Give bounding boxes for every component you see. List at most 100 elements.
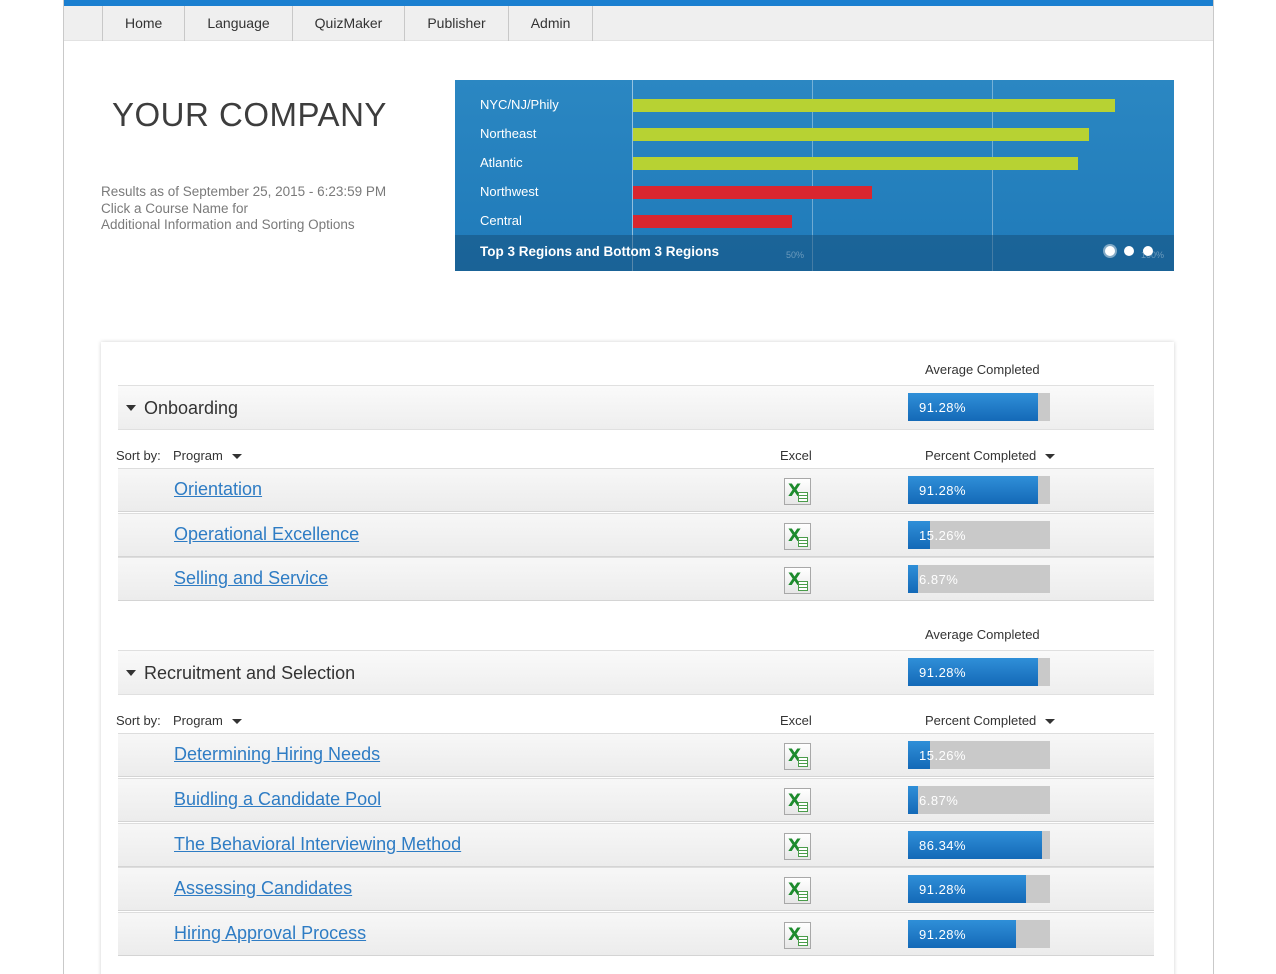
chart-gridline <box>812 80 813 271</box>
chart-tick-label: 100% <box>1141 250 1165 260</box>
region-bar <box>633 157 1078 170</box>
excel-x-glyph: X <box>788 481 802 501</box>
progress-percent: 91.28% <box>919 400 967 415</box>
sort-row: Sort by: Program Excel Percent Completed <box>116 713 1156 733</box>
course-link[interactable]: Assessing Candidates <box>174 878 353 899</box>
spreadsheet-grid-glyph <box>798 581 808 592</box>
results-hint-line1: Click a Course Name for <box>101 200 249 216</box>
course-link[interactable]: Orientation <box>174 479 263 499</box>
top-accent-bar <box>64 0 1213 6</box>
sort-by-label: Sort by: <box>116 448 161 463</box>
region-label: Northeast <box>480 126 537 141</box>
course-link[interactable]: Operational Excellence <box>174 523 360 544</box>
nav-language[interactable]: Language <box>185 6 293 41</box>
sort-program-dropdown[interactable]: Program <box>173 713 242 728</box>
course-link[interactable]: Selling and Service <box>174 568 329 589</box>
section-average-bar: 91.28% <box>908 658 1050 687</box>
course-progress-bar: 15.26% <box>908 520 1050 549</box>
chart-tick-label: 50% <box>786 250 805 260</box>
sort-by-label: Sort by: <box>116 713 161 729</box>
progress-fill <box>908 875 1026 904</box>
chart-footer-title: Top 3 Regions and Bottom 3 Regions <box>480 244 720 259</box>
progress-fill <box>908 658 1038 687</box>
nav-publisher[interactable]: Publisher <box>405 6 509 41</box>
excel-x-glyph: X <box>788 525 802 546</box>
percent-completed-sort[interactable]: Percent Completed <box>925 448 1056 463</box>
nav-quizmaker[interactable]: QuizMaker <box>293 6 406 41</box>
average-completed-label: Average Completed <box>925 362 1040 377</box>
chart-gridline <box>992 80 993 271</box>
collapse-caret-icon[interactable] <box>126 670 136 677</box>
progress-fill <box>908 393 1038 421</box>
region-label: NYC/NJ/Phily <box>480 97 559 112</box>
progress-fill <box>908 741 930 770</box>
spreadsheet-grid-glyph <box>798 492 808 502</box>
course-link[interactable]: Determining Hiring Needs <box>174 744 381 765</box>
percent-completed-label: Percent Completed <box>925 713 1037 729</box>
carousel-dot-1[interactable] <box>1105 246 1115 256</box>
chevron-down-icon <box>1045 719 1056 725</box>
carousel-dot-3[interactable] <box>1143 246 1153 256</box>
course-progress-bar: 91.28% <box>908 476 1050 504</box>
excel-x-glyph: X <box>788 790 802 811</box>
chart-footer: Top 3 Regions and Bottom 3 Regions <box>455 235 1174 271</box>
nav-admin[interactable]: Admin <box>509 6 594 41</box>
progress-percent: 6.87% <box>919 792 959 808</box>
section-average-bar: 91.28% <box>908 393 1050 421</box>
region-chart-panel: Top 3 Regions and Bottom 3 Regions 50% 1… <box>455 80 1174 271</box>
percent-completed-label: Percent Completed <box>925 448 1037 463</box>
results-hint-line2: Additional Information and Sorting Optio… <box>101 217 355 232</box>
nav-items: Home Language QuizMaker Publisher Admin <box>102 6 594 41</box>
course-link[interactable]: Buidling a Candidate Pool <box>174 788 382 809</box>
progress-fill <box>908 565 918 594</box>
chevron-down-icon <box>231 454 242 460</box>
course-progress-bar: 91.28% <box>908 875 1050 904</box>
excel-export-icon[interactable]: X <box>784 787 811 815</box>
region-label: Northwest <box>480 184 539 199</box>
course-progress-bar: 6.87% <box>908 785 1050 814</box>
results-timestamp: Results as of September 25, 2015 - 6:23:… <box>101 184 387 199</box>
progress-fill <box>908 520 930 549</box>
progress-percent: 15.26% <box>919 748 967 764</box>
excel-export-icon[interactable]: X <box>784 921 811 949</box>
spreadsheet-grid-glyph <box>798 891 808 902</box>
excel-x-glyph: X <box>788 835 802 856</box>
excel-column-header: Excel <box>780 713 812 729</box>
course-link[interactable]: Hiring Approval Process <box>174 922 367 943</box>
section-title: Recruitment and Selection <box>144 663 356 684</box>
progress-percent: 6.87% <box>919 572 959 588</box>
course-progress-bar: 91.28% <box>908 919 1050 948</box>
percent-completed-sort[interactable]: Percent Completed <box>925 713 1056 729</box>
sort-program-dropdown[interactable]: Program <box>173 448 242 463</box>
excel-export-icon[interactable]: X <box>784 567 811 595</box>
progress-percent: 15.26% <box>919 527 967 543</box>
excel-x-glyph: X <box>788 746 802 767</box>
nav-bar: Home Language QuizMaker Publisher Admin <box>64 6 1213 41</box>
excel-export-icon[interactable]: X <box>784 478 811 505</box>
excel-export-icon[interactable]: X <box>784 832 811 860</box>
excel-export-icon[interactable]: X <box>784 522 811 550</box>
spreadsheet-grid-glyph <box>798 801 808 812</box>
progress-percent: 91.28% <box>919 926 967 942</box>
excel-export-icon[interactable]: X <box>784 877 811 905</box>
excel-x-glyph: X <box>788 570 802 591</box>
carousel-dot-2[interactable] <box>1124 246 1134 256</box>
region-bar <box>633 99 1115 112</box>
progress-percent: 91.28% <box>919 665 967 681</box>
excel-export-icon[interactable]: X <box>784 743 811 771</box>
collapse-caret-icon[interactable] <box>126 405 136 411</box>
region-bar <box>633 186 872 199</box>
progress-fill <box>908 476 1038 504</box>
region-bar <box>633 215 792 228</box>
excel-column-header: Excel <box>780 448 812 463</box>
progress-percent: 86.34% <box>919 837 967 853</box>
course-link[interactable]: The Behavioral Interviewing Method <box>174 833 462 854</box>
progress-fill <box>908 919 1016 948</box>
course-progress-bar: 15.26% <box>908 741 1050 770</box>
average-completed-label: Average Completed <box>925 627 1040 643</box>
region-label: Atlantic <box>480 155 523 170</box>
nav-home[interactable]: Home <box>103 6 186 41</box>
sort-row: Sort by: Program Excel Percent Completed <box>116 448 1156 468</box>
progress-fill <box>908 830 1042 859</box>
chevron-down-icon <box>231 719 242 725</box>
